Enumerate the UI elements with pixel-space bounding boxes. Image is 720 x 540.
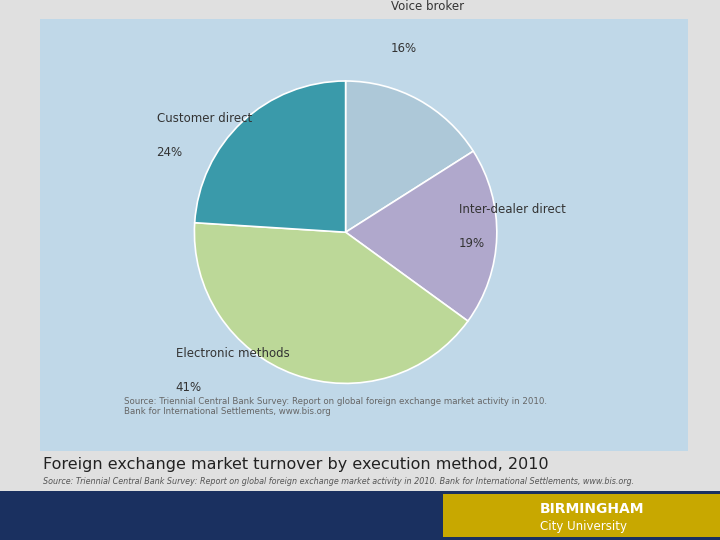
Text: 16%: 16% xyxy=(391,42,417,55)
Wedge shape xyxy=(194,81,346,232)
Text: 41%: 41% xyxy=(176,381,202,394)
Text: Source: Triennial Central Bank Survey: Report on global foreign exchange market : Source: Triennial Central Bank Survey: R… xyxy=(43,477,634,486)
Text: Foreign exchange market turnover by execution method, 2010: Foreign exchange market turnover by exec… xyxy=(43,457,549,472)
Text: Source: Triennial Central Bank Survey: Report on global foreign exchange market : Source: Triennial Central Bank Survey: R… xyxy=(124,397,547,416)
Text: Electronic methods: Electronic methods xyxy=(176,347,289,360)
Text: Customer direct: Customer direct xyxy=(157,112,252,125)
Wedge shape xyxy=(346,151,497,321)
Wedge shape xyxy=(194,222,468,383)
Text: BIRMINGHAM: BIRMINGHAM xyxy=(540,502,644,516)
Text: Voice broker: Voice broker xyxy=(391,0,464,13)
Text: Inter-dealer direct: Inter-dealer direct xyxy=(459,203,566,216)
Text: City University: City University xyxy=(540,520,627,533)
Text: 24%: 24% xyxy=(157,146,183,159)
Text: 19%: 19% xyxy=(459,237,485,250)
Wedge shape xyxy=(346,81,473,232)
